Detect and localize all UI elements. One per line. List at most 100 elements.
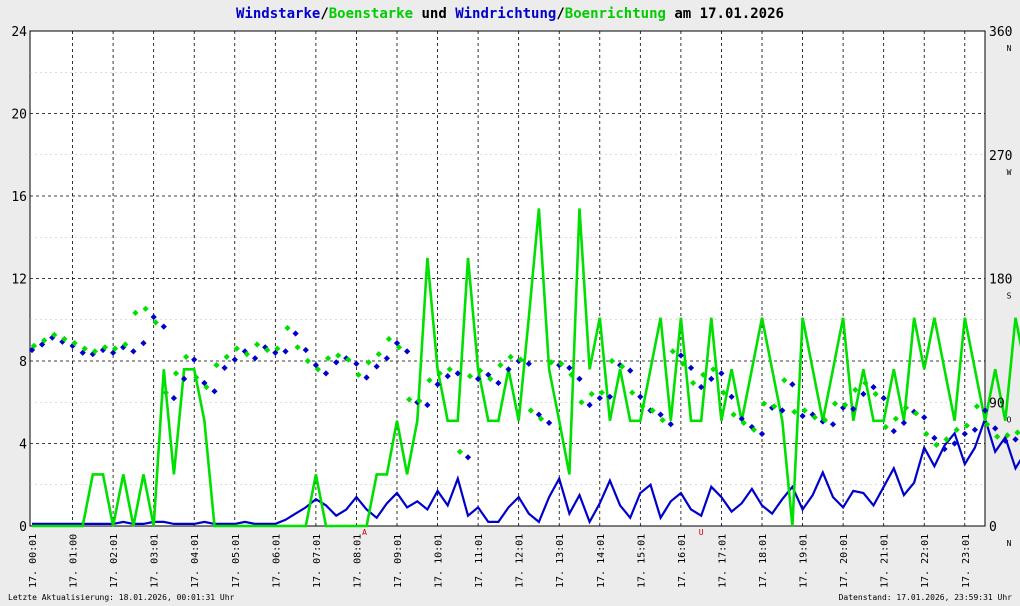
point-boenrichtung-37 — [406, 396, 413, 403]
point-boenrichtung-52 — [558, 360, 565, 367]
point-windrichtung-68 — [718, 370, 725, 377]
y-right-compass-2: S — [1007, 292, 1012, 301]
point-boenrichtung-23 — [264, 346, 271, 354]
x-tick-10: 17. 10:01 — [434, 534, 445, 588]
y-left-tick-3: 12 — [11, 273, 27, 288]
line-windstarke — [32, 415, 1020, 525]
x-tick-18: 17. 18:01 — [758, 534, 769, 588]
point-boenrichtung-51 — [547, 359, 555, 366]
point-boenrichtung-41 — [446, 366, 453, 373]
point-boenrichtung-11 — [142, 305, 149, 312]
y-left-tick-0: 0 — [19, 520, 27, 535]
point-windrichtung-51 — [545, 419, 553, 427]
point-windrichtung-60 — [637, 393, 644, 400]
title-part-7: am 17.01.2026 — [666, 6, 784, 22]
point-boenrichtung-28 — [314, 366, 322, 373]
point-windrichtung-72 — [758, 430, 766, 438]
point-windrichtung-63 — [667, 421, 674, 428]
point-boenrichtung-46 — [497, 361, 504, 369]
point-windrichtung-24 — [272, 349, 279, 356]
point-windrichtung-15 — [180, 375, 188, 383]
point-windrichtung-53 — [566, 364, 573, 372]
point-windrichtung-97 — [1012, 436, 1019, 443]
point-windrichtung-43 — [464, 454, 472, 461]
point-windrichtung-96 — [1002, 437, 1009, 444]
point-windrichtung-65 — [687, 364, 695, 372]
x-tick-5: 17. 05:01 — [231, 534, 242, 588]
title-part-6: Boenrichtung — [565, 6, 666, 22]
marker-A: A — [362, 528, 367, 537]
point-boenrichtung-32 — [355, 371, 362, 378]
point-windrichtung-37 — [403, 348, 411, 355]
x-tick-4: 17. 04:01 — [190, 534, 201, 588]
point-boenrichtung-35 — [385, 335, 393, 343]
point-boenrichtung-94 — [983, 421, 991, 428]
x-tick-0: 17. 00:01 — [28, 534, 39, 588]
point-windrichtung-40 — [434, 381, 441, 388]
x-tick-13: 17. 13:01 — [555, 534, 566, 588]
point-boenrichtung-27 — [304, 357, 311, 365]
point-windrichtung-88 — [921, 414, 928, 421]
x-tick-9: 17. 09:01 — [393, 534, 404, 588]
point-windrichtung-30 — [333, 359, 340, 366]
point-windrichtung-29 — [322, 370, 330, 377]
y-right-compass-0: N — [1007, 539, 1012, 548]
point-boenrichtung-90 — [943, 436, 950, 443]
point-boenrichtung-31 — [345, 356, 352, 363]
point-windrichtung-67 — [708, 375, 715, 383]
plot-area — [29, 30, 986, 527]
point-boenrichtung-71 — [750, 426, 758, 433]
y-right-compass-1: O — [1007, 415, 1012, 424]
point-boenrichtung-39 — [426, 377, 433, 384]
point-boenrichtung-64 — [679, 360, 687, 367]
point-boenrichtung-87 — [912, 410, 920, 417]
point-boenrichtung-38 — [416, 397, 423, 405]
y-right-compass-4: N — [1007, 44, 1012, 53]
y-left-tick-1: 4 — [19, 438, 27, 453]
y-right-compass-3: W — [1007, 168, 1012, 177]
point-windrichtung-75 — [789, 381, 796, 388]
title-part-5: / — [556, 6, 564, 22]
y-right-tick-1: 90 — [989, 396, 1005, 411]
x-tick-6: 17. 06:01 — [271, 534, 282, 588]
point-boenrichtung-42 — [456, 448, 464, 455]
point-boenrichtung-88 — [923, 430, 930, 438]
point-boenrichtung-67 — [710, 366, 717, 373]
point-boenrichtung-53 — [568, 371, 575, 378]
y-right-tick-4: 360 — [989, 25, 1012, 40]
x-tick-3: 17. 03:01 — [150, 534, 161, 588]
point-boenrichtung-54 — [578, 399, 585, 406]
axes: 0 4 8 12 16 20 24 0 N 90O 180 S 270 W 360 N 17. 00:01 17.… — [11, 25, 1012, 588]
y-right-tick-0: 0 — [989, 520, 997, 535]
x-tick-11: 17. 11:01 — [474, 534, 485, 588]
point-windrichtung-42 — [454, 370, 461, 377]
point-boenrichtung-24 — [274, 345, 281, 352]
point-windrichtung-86 — [900, 419, 908, 427]
line-boenstarke — [32, 208, 1020, 528]
y-left-tick-4: 16 — [11, 190, 27, 205]
x-tick-8: 17. 08:01 — [352, 534, 363, 588]
point-boenrichtung-96 — [1004, 432, 1011, 439]
point-windrichtung-41 — [444, 372, 451, 380]
point-windrichtung-26 — [292, 330, 299, 337]
point-boenrichtung-66 — [700, 371, 707, 378]
point-boenrichtung-89 — [933, 441, 940, 449]
x-tick-22: 17. 22:01 — [920, 534, 931, 588]
title-part-3: und — [413, 6, 455, 22]
point-windrichtung-33 — [363, 374, 370, 381]
point-windrichtung-79 — [829, 421, 837, 428]
point-boenrichtung-95 — [994, 433, 1001, 440]
point-boenrichtung-44 — [476, 367, 484, 374]
point-windrichtung-22 — [251, 355, 259, 362]
x-tick-14: 17. 14:01 — [596, 534, 607, 588]
series-boenrichtung — [30, 305, 1020, 455]
point-boenrichtung-40 — [436, 370, 443, 377]
point-windrichtung-47 — [505, 366, 512, 373]
x-tick-16: 17. 16:01 — [677, 534, 688, 588]
chart-title: Windstarke/Boenstarke und Windrichtung/B… — [236, 6, 784, 22]
x-tick-7: 17. 07:01 — [312, 534, 323, 588]
point-windrichtung-19 — [221, 364, 228, 372]
point-boenrichtung-22 — [253, 341, 261, 348]
point-boenrichtung-73 — [771, 403, 778, 410]
point-boenrichtung-63 — [669, 348, 676, 355]
